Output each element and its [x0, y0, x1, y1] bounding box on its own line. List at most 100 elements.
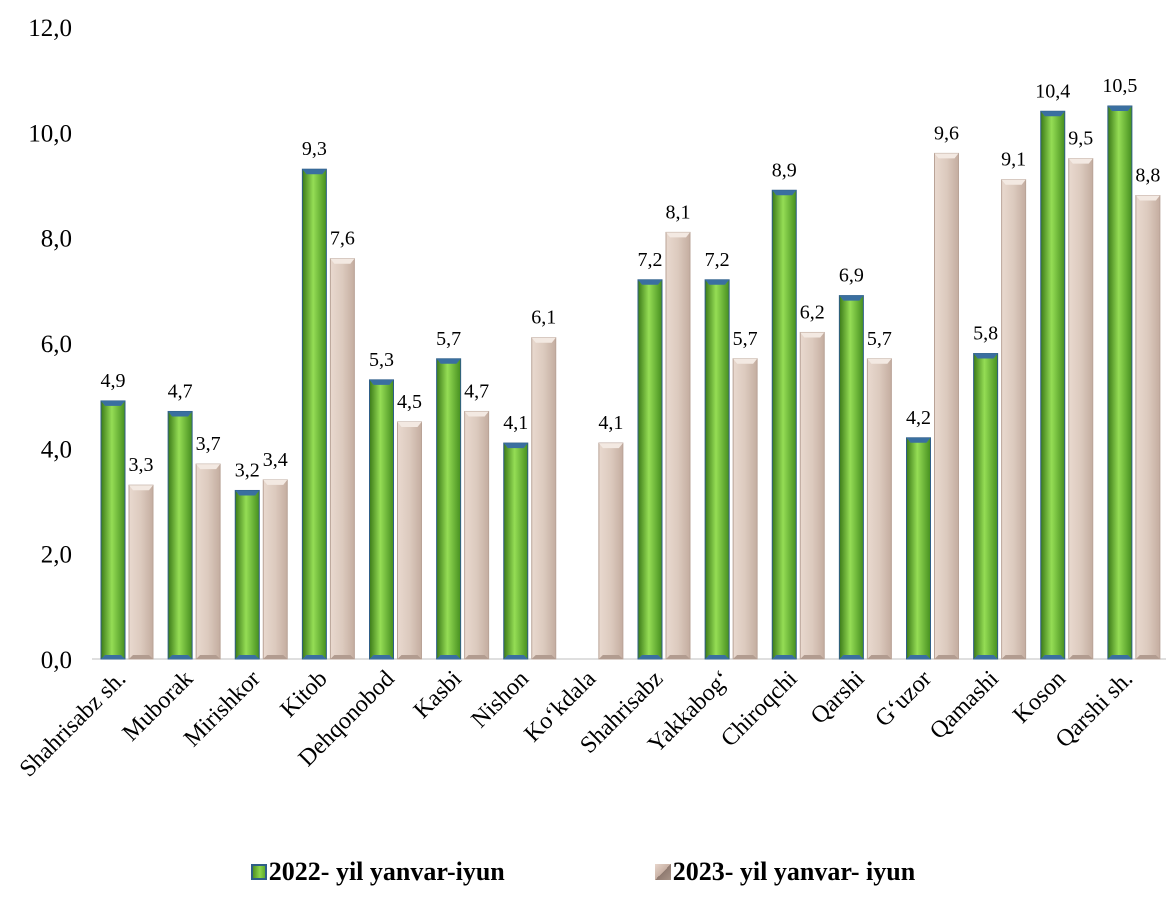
data-label: 8,8: [1135, 165, 1160, 187]
bar-cap: [772, 190, 797, 196]
bar-2023: [329, 258, 355, 660]
bar-cap: [436, 358, 461, 364]
bar-2022: [234, 489, 260, 660]
data-labels: 4,9 4,7 3,2 9,3 5,3 5,7 4,1 7,2 7,2 8,9 6,9 4,2 5,8 1…: [101, 75, 1161, 481]
bar-base: [436, 655, 461, 659]
bar-cap: [235, 490, 260, 496]
data-label: 3,4: [263, 449, 288, 471]
bar-cap: [531, 337, 556, 343]
data-label: 4,7: [464, 380, 489, 402]
bar-cap: [839, 295, 864, 301]
bar-2023: [934, 152, 959, 660]
data-label: 6,1: [531, 307, 556, 329]
bar-base: [235, 655, 260, 659]
bar-cap: [129, 485, 153, 491]
x-category-label: Kasbi: [409, 666, 467, 724]
bar-base: [598, 655, 623, 659]
bar-base: [800, 655, 825, 659]
bar-cap: [503, 443, 528, 449]
data-label: 7,2: [638, 249, 663, 271]
bar-base: [1135, 655, 1160, 659]
y-tick-label: 2,0: [41, 542, 72, 569]
bar-2023: [195, 463, 221, 660]
bar-base: [1107, 655, 1132, 659]
bar-base: [330, 655, 355, 659]
bar-2023: [598, 442, 624, 660]
bar-2023: [531, 337, 557, 660]
bar-2023: [732, 358, 758, 660]
y-tick-label: 12,0: [28, 15, 72, 42]
bar-2022: [704, 279, 730, 660]
bar-2022: [301, 168, 327, 660]
bar-2022: [637, 279, 663, 660]
bar-base: [638, 655, 662, 659]
bar-2022: [838, 295, 864, 660]
data-label: 6,2: [800, 301, 825, 323]
bar-cap: [101, 400, 125, 406]
bar-base: [1001, 655, 1026, 659]
data-label: 4,1: [598, 412, 623, 434]
bar-cap: [1068, 158, 1093, 164]
legend-swatch-2022: [250, 864, 267, 880]
bar-cap: [369, 379, 394, 385]
data-label: 5,3: [369, 349, 394, 371]
bar-base: [531, 655, 556, 659]
bar-cap: [302, 169, 327, 175]
bar-cap: [263, 479, 288, 485]
bar-base: [464, 655, 489, 659]
bar-cap: [906, 437, 931, 443]
bar-base: [973, 655, 998, 659]
bar-cap: [867, 358, 892, 364]
data-label: 4,9: [101, 370, 126, 392]
bar-2023: [262, 479, 288, 660]
data-label: 8,1: [666, 201, 691, 223]
y-tick-label: 6,0: [41, 331, 72, 358]
y-tick-label: 8,0: [41, 226, 72, 253]
bar-2023: [665, 231, 691, 660]
data-label: 10,4: [1035, 80, 1070, 102]
bar-base: [1040, 655, 1065, 659]
data-label: 8,9: [772, 159, 797, 181]
x-category-label: Qamashi: [925, 666, 1004, 745]
bar-cap: [934, 153, 959, 159]
legend: 2022- yil yanvar-iyun 2023- yil yanvar- …: [0, 852, 1166, 892]
bar-base: [503, 655, 528, 659]
bar-base: [302, 655, 327, 659]
bar-cap: [1107, 106, 1132, 111]
bar-cap: [168, 411, 193, 417]
bar-base: [839, 655, 864, 659]
bar-2023: [397, 421, 422, 660]
bar-cap: [464, 411, 489, 417]
bar-base: [733, 655, 758, 659]
bar-base: [263, 655, 288, 659]
x-category-label: Qarshi: [806, 666, 870, 730]
legend-item-2022: 2022- yil yanvar-iyun: [250, 857, 505, 887]
bar-2022: [369, 379, 394, 660]
data-label: 7,6: [330, 228, 355, 250]
bar-base: [101, 655, 125, 659]
data-label: 9,6: [934, 122, 959, 144]
bar-base: [934, 655, 959, 659]
bar-base: [196, 655, 221, 659]
bar-cap: [638, 279, 662, 285]
data-label: 4,5: [397, 391, 422, 413]
bar-cap: [196, 464, 221, 470]
bar-base: [1068, 655, 1093, 659]
bars: [100, 105, 1161, 660]
bar-2022: [167, 410, 193, 660]
x-category-label: Nishon: [467, 666, 534, 733]
data-label: 5,7: [867, 328, 892, 350]
bar-2022: [100, 400, 126, 660]
bar-2023: [1068, 158, 1094, 660]
data-label: 6,9: [839, 265, 864, 287]
legend-label-2022: 2022- yil yanvar-iyun: [268, 857, 505, 886]
bar-cap: [1040, 111, 1065, 117]
data-label: 4,1: [503, 412, 528, 434]
data-label: 9,1: [1001, 149, 1026, 171]
data-label: 10,5: [1102, 75, 1137, 97]
bar-cap: [666, 232, 690, 238]
x-category-label: G‘uzor: [870, 666, 936, 732]
legend-item-2023: 2023- yil yanvar- iyun: [654, 857, 915, 887]
